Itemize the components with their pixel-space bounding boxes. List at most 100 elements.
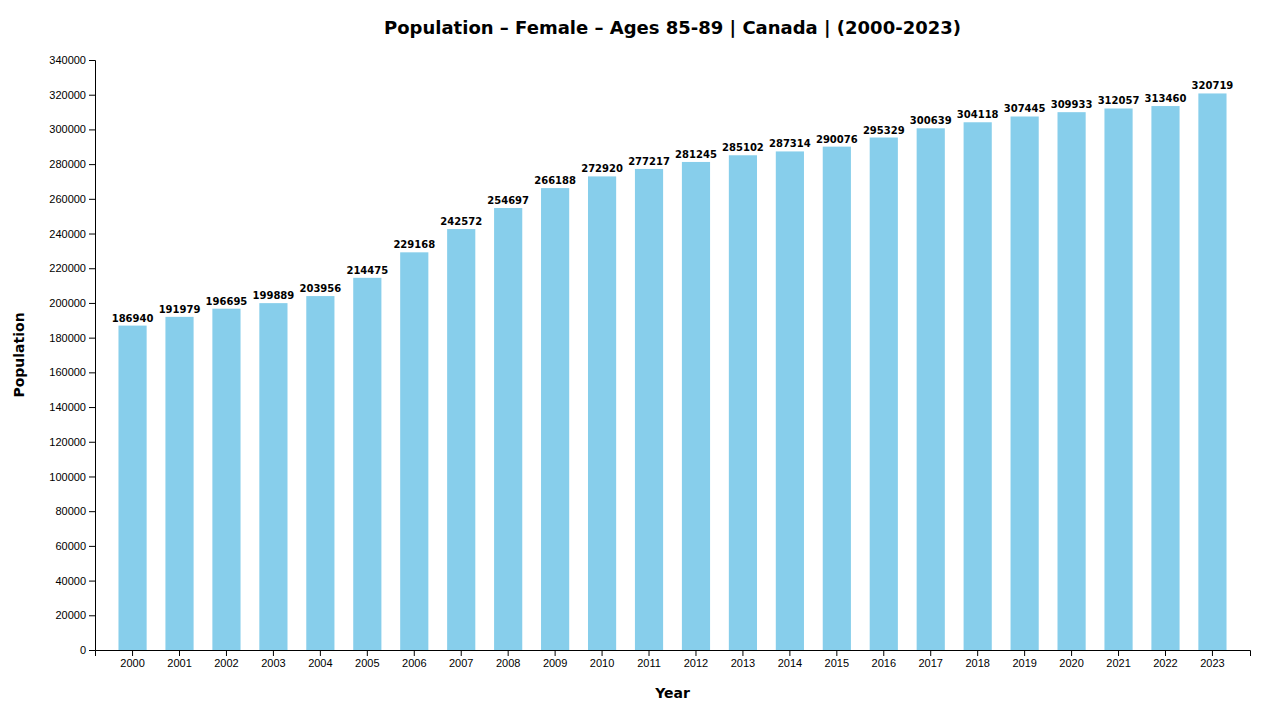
x-tick: 2009 bbox=[543, 650, 567, 669]
data-label: 285102 bbox=[722, 142, 764, 153]
y-tick: 220000 bbox=[49, 262, 95, 274]
x-tick-mark bbox=[320, 650, 321, 656]
bar bbox=[118, 326, 146, 650]
x-tick-label: 2014 bbox=[778, 657, 802, 669]
y-axis-title: Population bbox=[11, 312, 27, 397]
x-tick-mark bbox=[555, 650, 556, 656]
bar bbox=[729, 155, 757, 650]
y-tick-label: 20000 bbox=[55, 609, 86, 621]
data-label: 295329 bbox=[863, 125, 905, 136]
x-tick-mark bbox=[1024, 650, 1025, 656]
x-tick: 2000 bbox=[120, 650, 144, 669]
y-tick: 260000 bbox=[49, 193, 95, 205]
y-tick-mark bbox=[89, 511, 95, 512]
x-tick-label: 2013 bbox=[731, 657, 755, 669]
x-tick: 2016 bbox=[872, 650, 896, 669]
y-tick: 0 bbox=[80, 644, 95, 656]
x-tick: 2023 bbox=[1200, 650, 1224, 669]
y-tick-mark bbox=[89, 372, 95, 373]
y-tick-label: 120000 bbox=[49, 436, 86, 448]
data-label: 242572 bbox=[440, 216, 482, 227]
x-tick: 2003 bbox=[261, 650, 285, 669]
y-tick: 280000 bbox=[49, 158, 95, 170]
x-tick-mark bbox=[1071, 650, 1072, 656]
x-tick: 2015 bbox=[825, 650, 849, 669]
data-label: 307445 bbox=[1004, 103, 1046, 114]
x-tick-mark bbox=[649, 650, 650, 656]
x-tick-label: 2022 bbox=[1153, 657, 1177, 669]
x-tick-label: 2008 bbox=[496, 657, 520, 669]
x-tick-mark bbox=[836, 650, 837, 656]
bar bbox=[306, 296, 334, 650]
x-tick-mark bbox=[367, 650, 368, 656]
y-tick-mark bbox=[89, 268, 95, 269]
y-tick-mark bbox=[89, 164, 95, 165]
y-tick-mark bbox=[89, 650, 95, 651]
x-tick-mark bbox=[1212, 650, 1213, 656]
y-tick-label: 100000 bbox=[49, 470, 86, 482]
y-tick: 320000 bbox=[49, 89, 95, 101]
x-tick-mark bbox=[273, 650, 274, 656]
y-tick-label: 60000 bbox=[55, 540, 86, 552]
x-tick: 2008 bbox=[496, 650, 520, 669]
data-label: 186940 bbox=[112, 313, 154, 324]
y-tick-label: 240000 bbox=[49, 228, 86, 240]
x-axis: 2000200120022003200420052006200720082009… bbox=[96, 650, 1251, 669]
x-tick-mark bbox=[179, 650, 180, 656]
y-tick: 120000 bbox=[49, 436, 95, 448]
bar bbox=[212, 309, 240, 650]
y-tick-mark bbox=[89, 546, 95, 547]
y-tick-mark bbox=[89, 129, 95, 130]
bar bbox=[588, 176, 616, 650]
x-tick-label: 2012 bbox=[684, 657, 708, 669]
x-tick-mark bbox=[930, 650, 931, 656]
x-axis-title: Year bbox=[654, 685, 690, 701]
x-tick: 2021 bbox=[1106, 650, 1130, 669]
y-tick-label: 80000 bbox=[55, 505, 86, 517]
bar bbox=[447, 229, 475, 650]
data-label: 199889 bbox=[253, 290, 295, 301]
x-tick-label: 2020 bbox=[1059, 657, 1083, 669]
bar bbox=[917, 128, 945, 650]
x-tick: 2019 bbox=[1012, 650, 1036, 669]
x-tick-mark bbox=[461, 650, 462, 656]
chart-svg: 1869401919791966951998892039562144752291… bbox=[0, 0, 1280, 720]
x-tick-label: 2007 bbox=[449, 657, 473, 669]
x-tick-label: 2003 bbox=[261, 657, 285, 669]
y-tick: 60000 bbox=[55, 540, 95, 552]
bar bbox=[1104, 108, 1132, 650]
y-axis-line bbox=[89, 61, 96, 651]
data-label: 196695 bbox=[206, 296, 248, 307]
x-tick: 2004 bbox=[308, 650, 332, 669]
data-label: 203956 bbox=[299, 283, 341, 294]
bar bbox=[541, 188, 569, 650]
bar bbox=[494, 208, 522, 650]
y-tick-mark bbox=[89, 442, 95, 443]
y-tick-label: 200000 bbox=[49, 297, 86, 309]
y-tick: 200000 bbox=[49, 297, 95, 309]
data-label: 281245 bbox=[675, 149, 717, 160]
bar bbox=[682, 162, 710, 650]
y-tick: 140000 bbox=[49, 401, 95, 413]
x-tick-mark bbox=[414, 650, 415, 656]
x-tick: 2013 bbox=[731, 650, 755, 669]
x-tick: 2018 bbox=[965, 650, 989, 669]
y-tick: 100000 bbox=[49, 470, 95, 482]
x-tick: 2014 bbox=[778, 650, 802, 669]
x-tick-mark bbox=[226, 650, 227, 656]
y-tick-mark bbox=[89, 60, 95, 61]
x-tick-label: 2010 bbox=[590, 657, 614, 669]
y-tick: 80000 bbox=[55, 505, 95, 517]
bar bbox=[1198, 93, 1226, 650]
x-tick-label: 2017 bbox=[918, 657, 942, 669]
y-tick: 300000 bbox=[49, 123, 95, 135]
data-label: 229168 bbox=[393, 239, 435, 250]
bar bbox=[259, 303, 287, 650]
bar bbox=[1011, 116, 1039, 650]
x-tick-label: 2021 bbox=[1106, 657, 1130, 669]
y-tick-label: 180000 bbox=[49, 332, 86, 344]
bar bbox=[165, 317, 193, 650]
x-tick-mark bbox=[742, 650, 743, 656]
y-tick-label: 140000 bbox=[49, 401, 86, 413]
bar bbox=[1058, 112, 1086, 650]
